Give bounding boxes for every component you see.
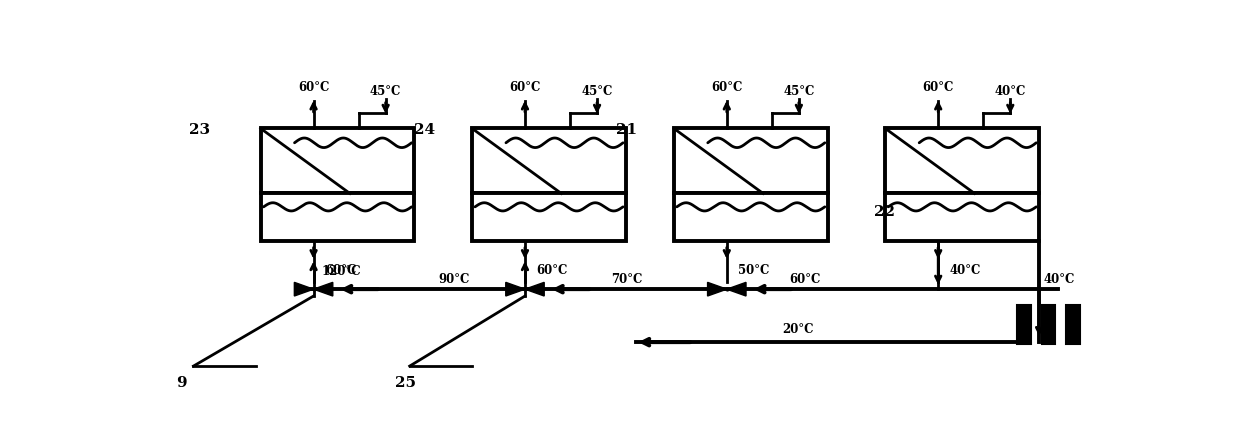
Bar [260,128,414,194]
Text: 60°C: 60°C [510,81,541,94]
Text: 60°C: 60°C [298,81,330,94]
Text: 45°C: 45°C [582,85,613,98]
Text: 70°C: 70°C [611,273,642,286]
Text: 50°C: 50°C [738,264,770,277]
Text: 25: 25 [396,377,417,390]
Text: 60°C: 60°C [537,264,568,277]
Text: 90°C: 90°C [439,273,470,286]
Bar [885,128,1039,194]
Text: 60°C: 60°C [325,264,356,277]
Bar [1018,305,1030,344]
Bar [675,194,828,242]
Text: 9: 9 [176,377,187,390]
Bar [260,194,414,242]
Text: 22: 22 [874,205,895,219]
Text: 120°C: 120°C [321,265,361,278]
Polygon shape [727,282,746,296]
Polygon shape [294,282,314,296]
Text: 45°C: 45°C [784,85,815,98]
Bar [885,194,1039,242]
Bar [472,194,626,242]
Bar [472,128,626,194]
Text: 23: 23 [188,123,210,137]
Bar [675,128,828,194]
Text: 60°C: 60°C [789,273,821,286]
Text: 40°C: 40°C [994,85,1025,98]
Text: 20°C: 20°C [782,323,813,336]
Text: 60°C: 60°C [923,81,954,94]
Text: 40°C: 40°C [1044,273,1075,286]
Text: 21: 21 [616,123,637,137]
Polygon shape [506,282,525,296]
Text: 60°C: 60°C [711,81,743,94]
Polygon shape [314,282,332,296]
Bar [1042,305,1055,344]
Polygon shape [708,282,727,296]
Text: 24: 24 [414,123,435,137]
Polygon shape [525,282,544,296]
Bar [1066,305,1080,344]
Text: 45°C: 45°C [370,85,402,98]
Text: 40°C: 40°C [950,264,981,277]
